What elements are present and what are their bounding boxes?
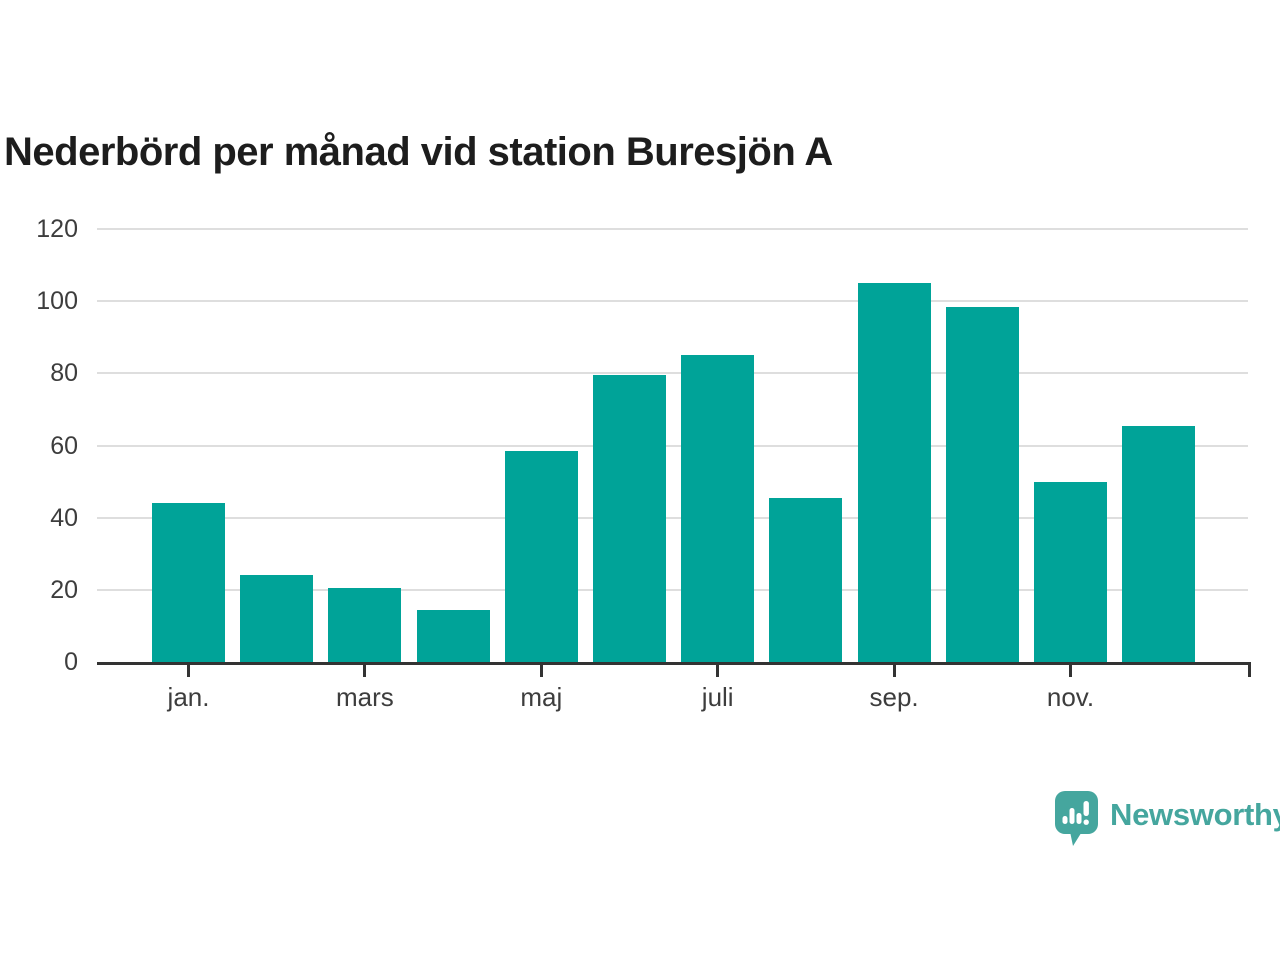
y-tick-label-20: 20 bbox=[50, 575, 78, 604]
bar-chart-plot: 0 20 40 60 80 100 120 jan. mars maj juli sep. nov. bbox=[36, 215, 1251, 712]
bar-month-7 bbox=[681, 355, 755, 662]
x-tick-jan. bbox=[187, 665, 190, 677]
gridline-80 bbox=[97, 372, 1248, 375]
x-axis-end-tick bbox=[1248, 662, 1251, 677]
bar-month-12 bbox=[1122, 425, 1196, 662]
y-tick-label-0: 0 bbox=[64, 648, 78, 676]
logo-mini-bars bbox=[1062, 801, 1089, 825]
y-tick-label-40: 40 bbox=[50, 503, 78, 532]
x-tick-label-sep.: sep. bbox=[869, 682, 919, 712]
x-tick-juli bbox=[716, 665, 720, 677]
newsworthy-logo-text: Newsworthy bbox=[1110, 797, 1280, 832]
x-tick-label-mars: mars bbox=[336, 682, 394, 712]
newsworthy-speech-bubble-icon bbox=[1055, 791, 1098, 846]
gridline-40 bbox=[97, 516, 1248, 519]
bar-month-2 bbox=[240, 575, 314, 662]
y-tick-label-60: 60 bbox=[50, 431, 78, 460]
x-tick-sep. bbox=[892, 665, 896, 677]
bar-month-3 bbox=[328, 588, 402, 662]
x-tick-maj bbox=[539, 665, 543, 677]
x-tick-label-juli: juli bbox=[701, 682, 734, 712]
bar-month-10 bbox=[945, 306, 1019, 662]
gridline-60 bbox=[97, 444, 1248, 447]
bar-month-9 bbox=[857, 283, 931, 662]
newsworthy-logo: Newsworthy bbox=[1053, 790, 1280, 848]
x-tick-nov. bbox=[1069, 665, 1072, 677]
gridline-20 bbox=[97, 588, 1248, 591]
bar-month-11 bbox=[1034, 481, 1107, 662]
gridline-100 bbox=[97, 300, 1248, 303]
y-tick-label-80: 80 bbox=[50, 359, 78, 388]
gridline-120 bbox=[97, 228, 1248, 230]
x-tick-label-maj: maj bbox=[520, 682, 563, 712]
bar-month-5 bbox=[504, 450, 578, 662]
x-tick-label-jan.: jan. bbox=[167, 682, 210, 712]
y-tick-label-100: 100 bbox=[36, 287, 78, 316]
x-tick-mars bbox=[363, 665, 367, 677]
bar-month-4 bbox=[416, 609, 490, 662]
x-axis-line bbox=[97, 662, 1251, 665]
x-tick-label-nov.: nov. bbox=[1046, 682, 1095, 712]
bar-month-8 bbox=[769, 497, 843, 662]
chart-title: Nederbörd per månad vid station Buresjön… bbox=[4, 130, 833, 174]
bar-month-6 bbox=[593, 375, 666, 662]
y-tick-label-120: 120 bbox=[36, 215, 78, 243]
bar-month-1 bbox=[152, 503, 225, 662]
